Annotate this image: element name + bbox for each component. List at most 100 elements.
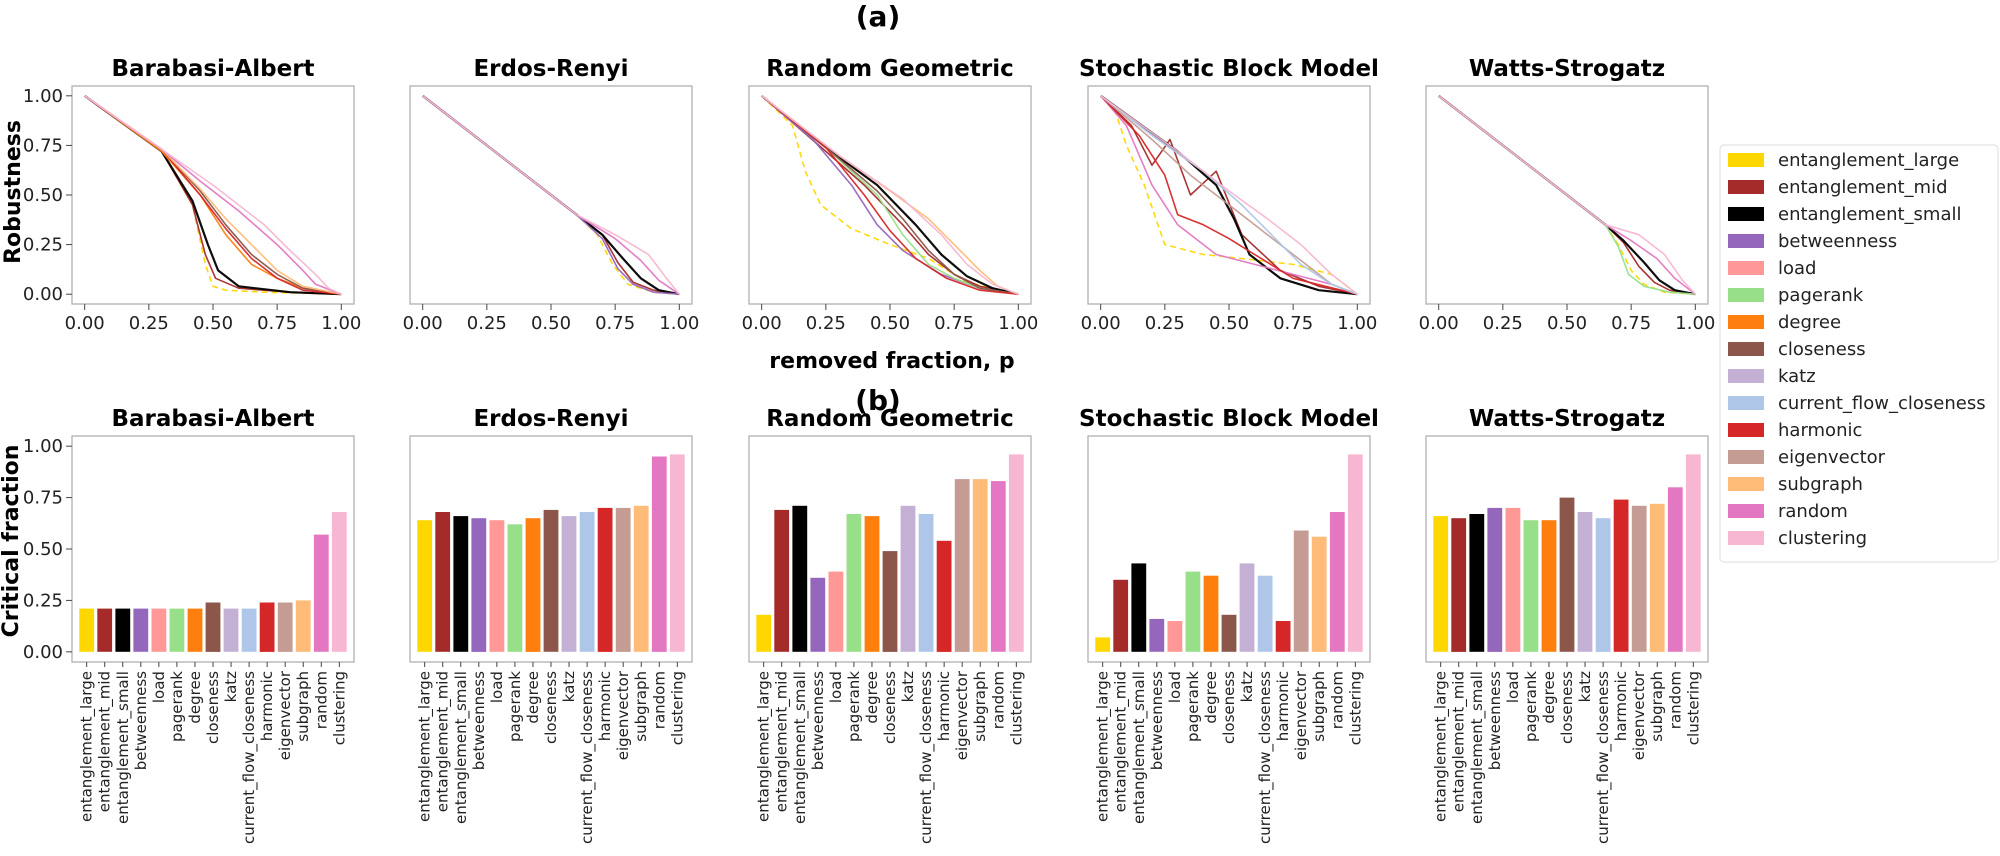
robustness-barabasi-albert-panel: Barabasi-Albert 0.00 0.25 0.50 0.75 1.00 0.00 0… — [23, 56, 361, 334]
critical-erdos-renyi-bar-betweenness — [471, 518, 487, 652]
robustness-watts-strogatz-xtick-label: 1.00 — [1675, 313, 1715, 334]
legend-item-degree: degree — [1728, 312, 1841, 333]
robustness-erdos-renyi-panel: Erdos-Renyi 0.00 0.25 0.50 0.75 1.00 — [403, 56, 700, 334]
critical-stochastic-block-model-category-label: harmonic — [1274, 671, 1292, 741]
critical-random-geometric-category-label: subgraph — [971, 671, 989, 742]
robustness-stochastic-block-model-series-harmonic — [1100, 95, 1358, 295]
critical-random-geometric-title: Random Geometric — [766, 406, 1014, 432]
robustness-barabasi-albert-ytick-label: 0.50 — [23, 185, 63, 206]
critical-barabasi-albert-category-label: entanglement_small — [114, 671, 133, 824]
robustness-stochastic-block-model-series-clustering — [1100, 95, 1358, 295]
critical-watts-strogatz-bar-subgraph — [1649, 503, 1665, 652]
legend-item-entanglement-large: entanglement_large — [1728, 150, 1959, 171]
critical-erdos-renyi-category-label: betweenness — [470, 671, 488, 770]
robustness-watts-strogatz-xtick-label: 0.00 — [1419, 313, 1459, 334]
critical-barabasi-albert-bar-degree — [187, 608, 203, 652]
critical-barabasi-albert-ytick-label: 0.75 — [23, 488, 63, 509]
legend-label: current_flow_closeness — [1778, 393, 1986, 414]
legend-label: subgraph — [1778, 474, 1863, 495]
critical-barabasi-albert-category-label: closeness — [204, 671, 222, 744]
critical-watts-strogatz-category-label: eigenvector — [1630, 670, 1648, 760]
critical-erdos-renyi-bar-subgraph — [633, 505, 649, 652]
robustness-stochastic-block-model-xtick-label: 0.00 — [1081, 313, 1121, 334]
critical-random-geometric-category-label: degree — [863, 671, 881, 724]
legend-swatch — [1728, 261, 1764, 275]
critical-erdos-renyi-bar-entanglement-large — [417, 520, 433, 652]
robustness-stochastic-block-model-panel: Stochastic Block Model 0.00 0.25 0.50 0.75 1.… — [1079, 56, 1379, 334]
legend-label: harmonic — [1778, 420, 1862, 441]
legend-swatch — [1728, 450, 1764, 464]
critical-watts-strogatz-bar-random — [1667, 487, 1683, 652]
legend-swatch — [1728, 342, 1764, 356]
critical-stochastic-block-model-bar-degree — [1203, 575, 1219, 652]
legend-swatch — [1728, 315, 1764, 329]
critical-stochastic-block-model-bar-random — [1329, 512, 1345, 652]
critical-barabasi-albert-category-label: load — [150, 671, 168, 703]
critical-watts-strogatz-bar-betweenness — [1487, 507, 1503, 652]
critical-barabasi-albert-title: Barabasi-Albert — [111, 406, 314, 432]
critical-random-geometric-bar-current-flow-closeness — [918, 514, 934, 652]
critical-barabasi-albert-bar-subgraph — [295, 600, 311, 652]
critical-barabasi-albert-bar-closeness — [205, 602, 221, 652]
critical-watts-strogatz-bar-entanglement-small — [1469, 514, 1485, 652]
critical-erdos-renyi-category-label: subgraph — [632, 671, 650, 742]
critical-random-geometric-category-label: clustering — [1007, 671, 1025, 745]
robustness-erdos-renyi-series-clustering — [422, 95, 680, 295]
critical-stochastic-block-model-category-label: random — [1328, 671, 1346, 729]
critical-erdos-renyi-bar-clustering — [669, 454, 685, 652]
critical-watts-strogatz-category-label: subgraph — [1648, 671, 1666, 742]
critical-stochastic-block-model-bar-closeness — [1221, 614, 1237, 652]
robustness-stochastic-block-model-xtick-label: 0.50 — [1209, 313, 1249, 334]
critical-barabasi-albert-bar-harmonic — [259, 602, 275, 652]
critical-erdos-renyi-category-label: clustering — [668, 671, 686, 745]
critical-stochastic-block-model-bar-pagerank — [1185, 571, 1201, 652]
critical-watts-strogatz-category-label: current_flow_closeness — [1594, 671, 1613, 844]
critical-random-geometric-bar-betweenness — [810, 577, 826, 652]
legend-item-harmonic: harmonic — [1728, 420, 1862, 441]
critical-barabasi-albert-bar-clustering — [331, 512, 347, 652]
critical-erdos-renyi-category-label: current_flow_closeness — [578, 671, 597, 844]
critical-watts-strogatz-bar-entanglement-large — [1433, 516, 1449, 652]
critical-stochastic-block-model-bar-current-flow-closeness — [1257, 575, 1273, 652]
legend-label: degree — [1778, 312, 1841, 333]
robustness-barabasi-albert-title: Barabasi-Albert — [111, 56, 314, 82]
critical-random-geometric-bar-eigenvector — [954, 479, 970, 652]
legend-swatch — [1728, 288, 1764, 302]
critical-barabasi-albert-bar-entanglement-mid — [97, 608, 113, 652]
robustness-barabasi-albert-ytick-label: 0.25 — [23, 235, 63, 256]
critical-barabasi-albert-category-label: clustering — [330, 671, 348, 745]
robustness-watts-strogatz-series-clustering — [1438, 95, 1696, 295]
robustness-erdos-renyi-title: Erdos-Renyi — [473, 56, 628, 82]
robustness-watts-strogatz-xtick-label: 0.50 — [1547, 313, 1587, 334]
critical-random-geometric-bar-degree — [864, 516, 880, 652]
legend-item-closeness: closeness — [1728, 339, 1866, 360]
critical-stochastic-block-model-category-label: subgraph — [1310, 671, 1328, 742]
legend-label: random — [1778, 501, 1848, 522]
legend-label: pagerank — [1778, 285, 1864, 306]
critical-random-geometric-category-label: harmonic — [935, 671, 953, 741]
critical-random-geometric-bar-closeness — [882, 551, 898, 652]
robustness-stochastic-block-model-xtick-label: 1.00 — [1337, 313, 1377, 334]
critical-barabasi-albert-bar-random — [313, 534, 329, 652]
critical-stochastic-block-model-category-label: entanglement_large — [1094, 671, 1113, 822]
critical-stochastic-block-model-category-label: current_flow_closeness — [1256, 671, 1275, 844]
critical-stochastic-block-model-category-label: entanglement_mid — [1112, 671, 1131, 812]
critical-erdos-renyi-category-label: entanglement_small — [452, 671, 471, 824]
legend-label: closeness — [1778, 339, 1866, 360]
critical-barabasi-albert-category-label: betweenness — [132, 671, 150, 770]
critical-stochastic-block-model-bar-entanglement-small — [1131, 563, 1147, 652]
critical-erdos-renyi-bar-entanglement-mid — [435, 512, 451, 652]
critical-watts-strogatz-bar-pagerank — [1523, 520, 1539, 652]
legend-label: clustering — [1778, 528, 1867, 549]
robustness-random-geometric-series-clustering — [761, 95, 1019, 295]
robustness-barabasi-albert-xtick-label: 0.25 — [129, 313, 169, 334]
legend-swatch — [1728, 369, 1764, 383]
robustness-erdos-renyi-xtick-label: 0.00 — [403, 313, 443, 334]
robustness-watts-strogatz-xtick-label: 0.75 — [1611, 313, 1651, 334]
robustness-random-geometric-title: Random Geometric — [766, 56, 1014, 82]
critical-barabasi-albert-ytick-label: 0.00 — [23, 642, 63, 663]
legend-label: katz — [1778, 366, 1816, 387]
